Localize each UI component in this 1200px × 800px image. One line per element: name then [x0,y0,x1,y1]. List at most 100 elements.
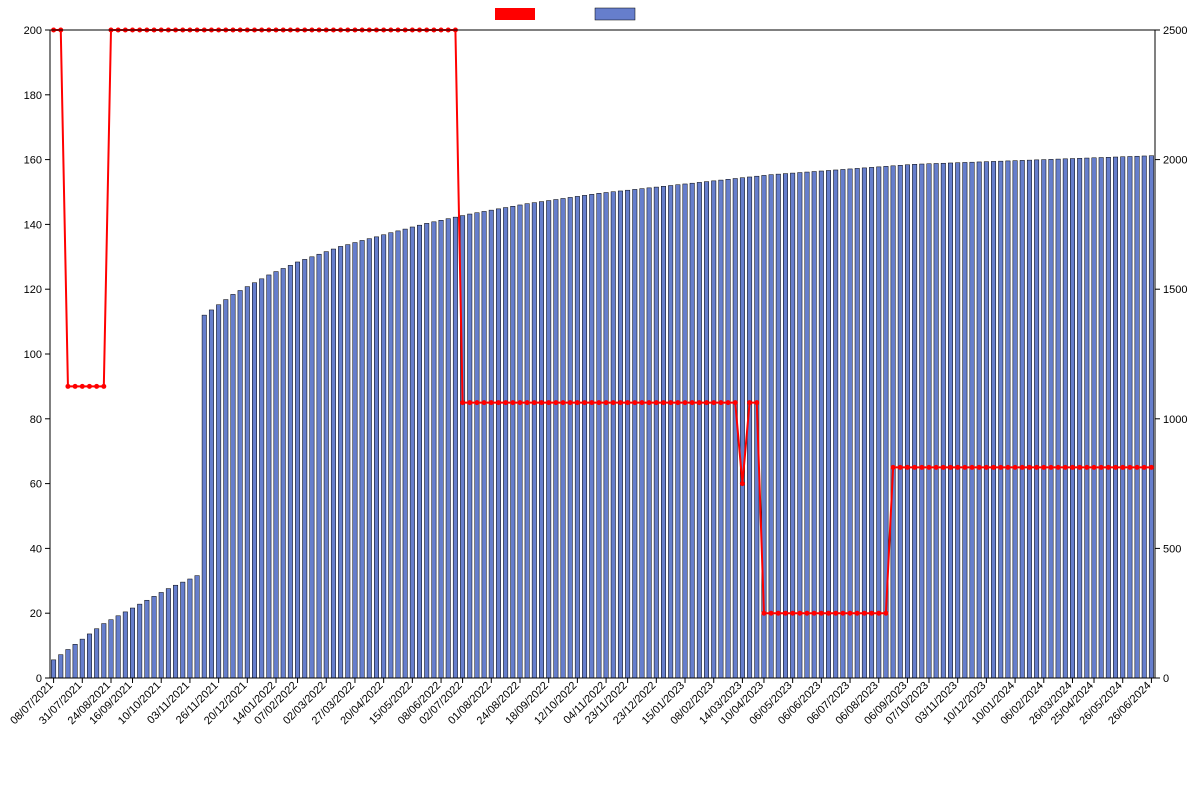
y-left-tick-label: 100 [24,349,42,361]
bar [869,167,873,678]
bar [166,589,170,678]
bar [561,198,565,678]
bar [59,655,63,678]
line-marker [101,384,106,389]
line-marker [1149,465,1154,470]
bar [123,612,127,678]
line-marker [1142,465,1147,470]
line-marker [783,611,788,616]
line-marker [1056,465,1061,470]
bar [575,196,579,678]
bar [776,174,780,678]
bar [1099,158,1103,678]
line-marker [1113,465,1118,470]
bar [948,163,952,678]
bar [188,579,192,678]
bar [955,163,959,678]
line-marker [496,400,501,405]
bar [317,254,321,678]
bar [611,192,615,678]
bar [1149,156,1153,678]
bar [991,161,995,678]
bar [468,214,472,678]
line-marker [1092,465,1097,470]
bar [1049,159,1053,678]
bar [195,576,199,678]
line-marker [647,400,652,405]
bar [274,272,278,678]
bar [396,231,400,678]
line-marker [833,611,838,616]
bar [1106,157,1110,678]
bar [303,259,307,678]
line-marker [805,611,810,616]
bar [102,624,106,678]
bar [554,200,558,678]
y-left-tick-label: 140 [24,219,42,231]
bar [389,233,393,678]
bar [826,170,830,678]
bar [539,202,543,678]
bar [489,210,493,678]
bar [790,173,794,678]
bar [719,180,723,678]
line-marker [582,400,587,405]
bar [726,179,730,678]
bar [338,246,342,678]
bar [245,287,249,678]
line-marker [561,400,566,405]
line-marker [776,611,781,616]
y-left-tick-label: 160 [24,155,42,167]
bar [690,183,694,678]
line-marker [510,400,515,405]
line-marker [589,400,594,405]
bar [159,592,163,678]
bar [130,608,134,678]
line-marker [812,611,817,616]
bar [740,178,744,678]
line-marker [769,611,774,616]
bar [833,170,837,678]
line-marker [546,400,551,405]
bar [977,162,981,678]
line-marker [683,400,688,405]
bar [590,194,594,678]
y-left-tick-label: 180 [24,90,42,102]
bar [877,167,881,678]
line-marker [977,465,982,470]
line-marker [532,400,537,405]
line-marker [790,611,795,616]
line-marker [1120,465,1125,470]
bar [841,169,845,678]
bar [482,211,486,678]
line-marker [704,400,709,405]
bar [518,205,522,678]
line-marker [919,465,924,470]
line-marker [575,400,580,405]
bar [654,187,658,678]
y-left-tick-label: 60 [30,479,42,491]
bar [439,220,443,678]
bar [80,639,84,678]
line-marker [87,384,92,389]
line-marker [80,384,85,389]
bar [676,185,680,678]
line-marker [962,465,967,470]
y-left-tick-label: 20 [30,608,42,620]
line-marker [661,400,666,405]
bar [295,262,299,678]
line-marker [1048,465,1053,470]
line-marker [991,465,996,470]
bar [1128,156,1132,678]
line-marker [690,400,695,405]
line-marker [876,611,881,616]
bar [769,175,773,678]
bar [783,174,787,678]
line-marker [826,611,831,616]
y-left-tick-label: 0 [36,673,42,685]
bar [288,265,292,678]
bar [661,186,665,678]
bar [432,222,436,678]
bar [381,235,385,678]
line-marker [1013,465,1018,470]
